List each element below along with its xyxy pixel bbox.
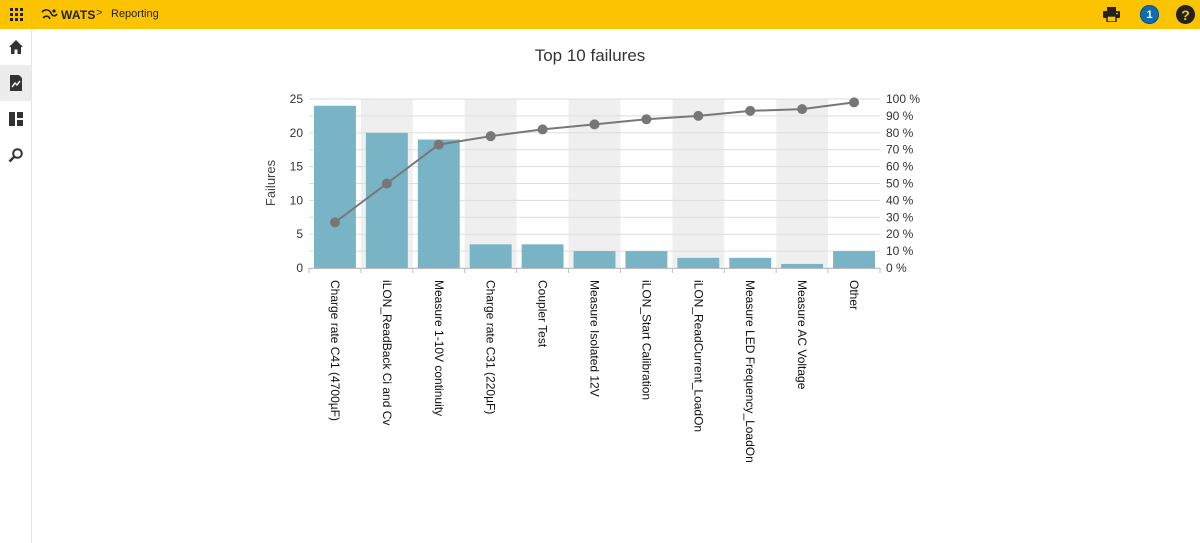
y-tick-label: 25 <box>290 92 304 106</box>
print-icon[interactable] <box>1103 7 1120 22</box>
x-tick-label: iLON_ReadBack Ci and Cv <box>380 280 394 425</box>
y2-tick-label: 0 % <box>886 261 907 275</box>
wats-logo[interactable]: WATS <box>41 6 96 23</box>
wats-logo-icon <box>41 8 58 19</box>
breadcrumb-reporting[interactable]: Reporting <box>111 8 159 20</box>
y2-tick-label: 10 % <box>886 244 914 258</box>
breadcrumb-separator: > <box>96 7 103 19</box>
bar-2[interactable] <box>365 132 408 268</box>
x-tick-label: Measure Isolated 12V <box>588 280 602 397</box>
x-tick-label: Measure AC Voltage <box>795 280 809 390</box>
search-icon <box>8 148 23 163</box>
chart-title: Top 10 failures <box>534 46 646 65</box>
cumulative-point-5[interactable] <box>537 124 548 135</box>
y2-tick-label: 20 % <box>886 227 914 241</box>
bar-3[interactable] <box>417 139 460 268</box>
cumulative-point-4[interactable] <box>485 131 496 142</box>
help-icon[interactable]: ? <box>1176 5 1195 24</box>
bar-8[interactable] <box>677 257 720 268</box>
dashboard-icon <box>8 112 23 126</box>
x-tick-label: Measure LED Frequency_LoadOn <box>743 280 757 463</box>
sidebar-item-reporting[interactable] <box>0 65 31 101</box>
report-chart-icon <box>9 75 22 91</box>
x-tick-label: Coupler Test <box>536 280 550 348</box>
y2-tick-label: 40 % <box>886 193 914 207</box>
sidebar <box>0 29 32 543</box>
cumulative-point-7[interactable] <box>641 114 652 125</box>
bar-11[interactable] <box>833 251 875 268</box>
y2-tick-label: 70 % <box>886 143 914 157</box>
y2-tick-label: 30 % <box>886 210 914 224</box>
cumulative-point-2[interactable] <box>381 178 392 189</box>
bar-4[interactable] <box>469 244 512 268</box>
y2-tick-label: 60 % <box>886 160 914 174</box>
y-tick-label: 20 <box>290 126 304 140</box>
apps-grid-icon[interactable] <box>10 8 23 21</box>
x-tick-label: Measure 1-10V continuity <box>432 280 446 416</box>
cumulative-point-9[interactable] <box>745 105 756 116</box>
x-tick-label: iLON_Start Calibration <box>639 280 653 400</box>
y-tick-label: 10 <box>290 193 304 207</box>
y2-tick-label: 90 % <box>886 109 914 123</box>
x-tick-label: Charge rate C41 (4700µF) <box>328 280 342 421</box>
cumulative-point-11[interactable] <box>849 97 860 108</box>
bar-6[interactable] <box>573 251 616 268</box>
brand-name: WATS <box>61 7 96 22</box>
bar-5[interactable] <box>521 244 564 268</box>
notification-badge[interactable]: 1 <box>1140 5 1159 24</box>
cumulative-point-1[interactable] <box>329 217 340 228</box>
top-bar: WATS > Reporting 1 ? <box>0 0 1200 29</box>
x-tick-label: Other <box>847 280 861 310</box>
y2-tick-label: 100 % <box>886 92 920 106</box>
sidebar-item-dashboard[interactable] <box>0 101 31 137</box>
y-axis-title: Failures <box>263 159 278 206</box>
y-tick-label: 15 <box>290 160 304 174</box>
bar-10[interactable] <box>781 263 824 268</box>
y2-tick-label: 50 % <box>886 177 914 191</box>
home-icon <box>8 40 23 54</box>
x-tick-label: iLON_ReadCurrent_LoadOn <box>691 280 705 432</box>
sidebar-item-search[interactable] <box>0 137 31 173</box>
x-tick-label: Charge rate C31 (220µF) <box>484 280 498 414</box>
cumulative-point-3[interactable] <box>433 139 444 150</box>
bar-9[interactable] <box>729 257 772 268</box>
cumulative-point-10[interactable] <box>797 104 808 115</box>
cumulative-point-8[interactable] <box>693 110 704 121</box>
y2-tick-label: 80 % <box>886 126 914 140</box>
sidebar-item-home[interactable] <box>0 29 31 65</box>
y-tick-label: 0 <box>296 261 303 275</box>
cumulative-point-6[interactable] <box>589 119 600 130</box>
y-tick-label: 5 <box>296 227 303 241</box>
bar-7[interactable] <box>625 251 668 268</box>
bar-1[interactable] <box>314 105 356 268</box>
